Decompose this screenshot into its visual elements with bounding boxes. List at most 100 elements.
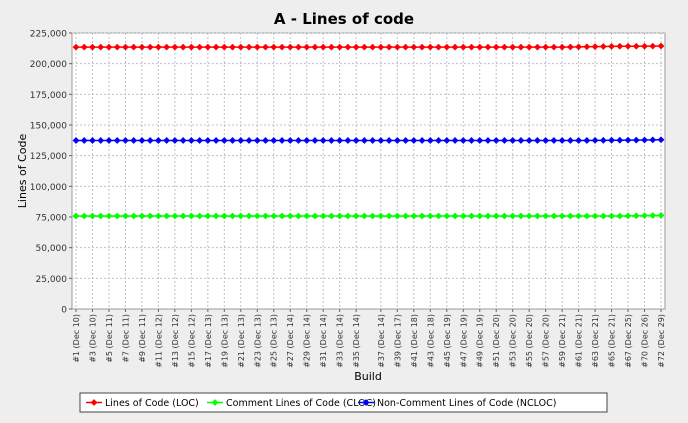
- data-point: [377, 137, 385, 144]
- data-point: [163, 137, 171, 144]
- data-point: [220, 137, 228, 144]
- data-point: [599, 212, 607, 220]
- data-point: [171, 43, 179, 51]
- data-point: [641, 212, 648, 220]
- data-point: [122, 137, 129, 144]
- x-tick-label: #1 (Dec 10): [72, 314, 81, 363]
- data-point: [451, 43, 459, 51]
- data-point: [146, 212, 154, 220]
- data-point: [319, 43, 327, 51]
- x-tick-label: #61 (Dec 21): [575, 314, 584, 368]
- x-tick-label: #55 (Dec 20): [525, 314, 534, 368]
- data-point: [501, 212, 508, 220]
- data-point: [484, 137, 492, 144]
- data-point: [649, 212, 657, 219]
- data-point: [558, 137, 566, 144]
- x-tick-label: #53 (Dec 20): [509, 314, 518, 368]
- data-point: [278, 43, 286, 51]
- data-point: [435, 212, 442, 220]
- data-point: [286, 212, 294, 220]
- y-tick-label: 200,000: [30, 60, 67, 70]
- data-point: [311, 212, 319, 220]
- x-tick-label: #65 (Dec 21): [608, 314, 617, 368]
- x-tick-label: #57 (Dec 20): [542, 314, 551, 368]
- data-point: [459, 137, 467, 144]
- y-tick-label: 100,000: [30, 183, 67, 193]
- plot-area: [71, 32, 666, 310]
- data-point: [344, 43, 352, 51]
- data-point: [130, 212, 138, 220]
- data-point: [377, 43, 385, 51]
- legend-box: [79, 392, 608, 413]
- data-point: [566, 43, 574, 51]
- data-point: [229, 212, 236, 220]
- data-point: [418, 212, 426, 220]
- data-point: [492, 137, 500, 144]
- data-point: [344, 212, 352, 220]
- data-point: [566, 212, 574, 220]
- data-point: [179, 137, 187, 144]
- data-point: [624, 136, 632, 144]
- x-tick-label: #27 (Dec 14): [286, 314, 295, 368]
- data-point: [501, 137, 508, 144]
- data-point: [138, 43, 146, 51]
- data-point: [262, 137, 269, 144]
- data-point: [641, 136, 648, 144]
- data-point: [360, 137, 368, 144]
- x-axis-label: Build: [354, 370, 382, 383]
- data-point: [385, 43, 393, 51]
- data-point: [534, 43, 541, 51]
- data-point: [295, 212, 302, 220]
- data-point: [402, 212, 409, 220]
- data-point: [113, 137, 121, 144]
- data-point: [641, 42, 648, 50]
- data-point: [418, 137, 426, 144]
- data-point: [138, 137, 146, 144]
- data-point: [360, 212, 368, 220]
- data-point: [105, 137, 113, 144]
- data-point: [608, 42, 615, 50]
- data-point: [352, 137, 360, 144]
- data-point: [393, 212, 401, 220]
- data-point: [89, 212, 96, 220]
- data-point: [220, 43, 228, 51]
- data-point: [550, 212, 558, 220]
- data-point: [270, 43, 278, 51]
- data-point: [542, 212, 550, 220]
- x-tick-label: #15 (Dec 12): [187, 314, 196, 368]
- data-point: [237, 137, 245, 144]
- data-point: [492, 43, 500, 51]
- legend-swatch-marker: [211, 399, 219, 406]
- data-point: [237, 43, 245, 51]
- data-point: [105, 212, 113, 220]
- data-point: [624, 42, 632, 50]
- data-point: [426, 43, 434, 51]
- x-tick-label: #11 (Dec 12): [154, 314, 163, 368]
- data-point: [525, 43, 533, 51]
- data-point: [80, 137, 88, 144]
- data-point: [492, 212, 500, 220]
- data-point: [154, 43, 162, 51]
- data-point: [369, 43, 377, 51]
- data-point: [509, 212, 517, 220]
- data-point: [303, 212, 311, 220]
- data-point: [608, 136, 615, 144]
- data-point: [204, 212, 212, 220]
- data-point: [385, 212, 393, 220]
- series-2: [72, 212, 665, 220]
- x-tick-label: #63 (Dec 21): [591, 314, 600, 368]
- data-point: [649, 136, 657, 144]
- legend-label: Comment Lines of Code (CLOC): [226, 398, 376, 409]
- data-point: [163, 212, 171, 220]
- x-tick-label: #72 (Dec 29): [657, 314, 666, 368]
- data-point: [583, 212, 591, 220]
- data-point: [360, 43, 368, 51]
- x-tick-label: #45 (Dec 19): [443, 314, 452, 368]
- data-point: [435, 43, 442, 51]
- data-point: [501, 43, 508, 51]
- data-point: [468, 137, 475, 144]
- data-point: [599, 43, 607, 50]
- y-tick-label: 225,000: [30, 30, 67, 40]
- data-point: [303, 137, 311, 144]
- legend: Lines of Code (LOC) Comment Lines of Code…: [79, 392, 608, 413]
